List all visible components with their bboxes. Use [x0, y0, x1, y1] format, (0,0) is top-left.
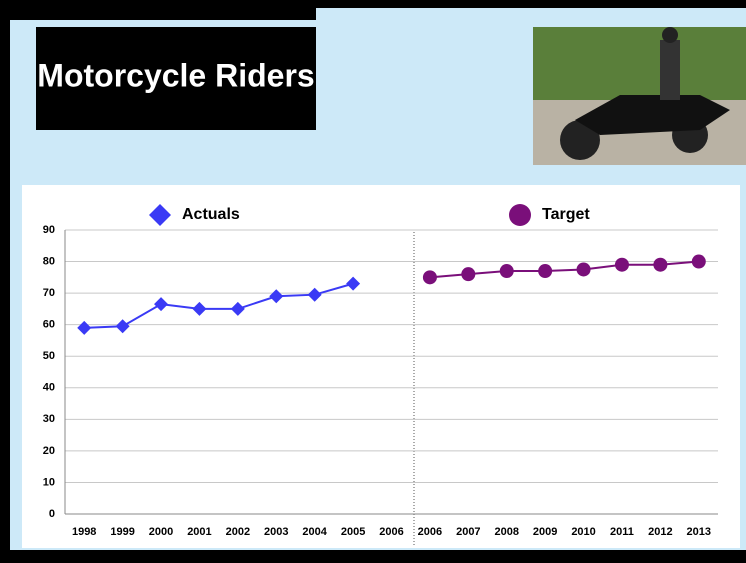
x-tick-label: 2005 — [341, 526, 365, 538]
background-top — [316, 8, 746, 28]
point — [154, 297, 169, 312]
point — [346, 276, 361, 291]
chart-title: Motorcycle Riders — [37, 57, 314, 93]
x-tick-label: 2011 — [610, 526, 634, 538]
point — [269, 289, 284, 304]
legend-label: Actuals — [182, 206, 240, 223]
x-tick-label: 1998 — [72, 526, 96, 538]
x-tick-label: 2007 — [456, 526, 480, 538]
point — [614, 257, 629, 272]
y-tick-label: 0 — [49, 508, 55, 520]
x-tick-label: 2004 — [302, 526, 327, 538]
point — [461, 267, 476, 282]
y-tick-label: 90 — [43, 224, 55, 236]
y-tick-label: 50 — [43, 350, 55, 362]
point — [538, 264, 553, 279]
x-tick-label: 1999 — [110, 526, 134, 538]
legend-label: Target — [542, 206, 590, 223]
legend-marker — [149, 204, 171, 226]
x-tick-label: 2012 — [648, 526, 672, 538]
x-tick-label: 2002 — [226, 526, 250, 538]
point — [192, 301, 207, 316]
y-tick-label: 20 — [43, 445, 55, 457]
point — [499, 264, 514, 279]
y-tick-label: 40 — [43, 382, 55, 394]
point — [422, 270, 437, 285]
x-tick-label: 2000 — [149, 526, 173, 538]
y-tick-label: 60 — [43, 319, 55, 331]
point — [77, 320, 92, 335]
point — [653, 257, 668, 272]
y-tick-label: 70 — [43, 287, 55, 299]
x-tick-label: 2006 — [418, 526, 442, 538]
y-tick-label: 30 — [43, 413, 55, 425]
x-tick-label: 2008 — [494, 526, 518, 538]
x-tick-label: 2001 — [187, 526, 211, 538]
point — [115, 319, 130, 334]
x-tick-label: 2003 — [264, 526, 288, 538]
x-tick-label: 2009 — [533, 526, 557, 538]
point — [691, 254, 706, 269]
point — [230, 301, 245, 316]
chart-area — [22, 185, 740, 548]
x-tick-label: 2010 — [571, 526, 595, 538]
x-tick-label: 2006 — [379, 526, 403, 538]
x-tick-label: 2013 — [687, 526, 711, 538]
photo — [533, 27, 746, 165]
title-box — [36, 27, 316, 130]
legend-marker — [509, 204, 531, 226]
y-tick-label: 10 — [43, 476, 55, 488]
point — [307, 287, 322, 302]
point — [576, 262, 591, 277]
y-tick-label: 80 — [43, 255, 55, 267]
